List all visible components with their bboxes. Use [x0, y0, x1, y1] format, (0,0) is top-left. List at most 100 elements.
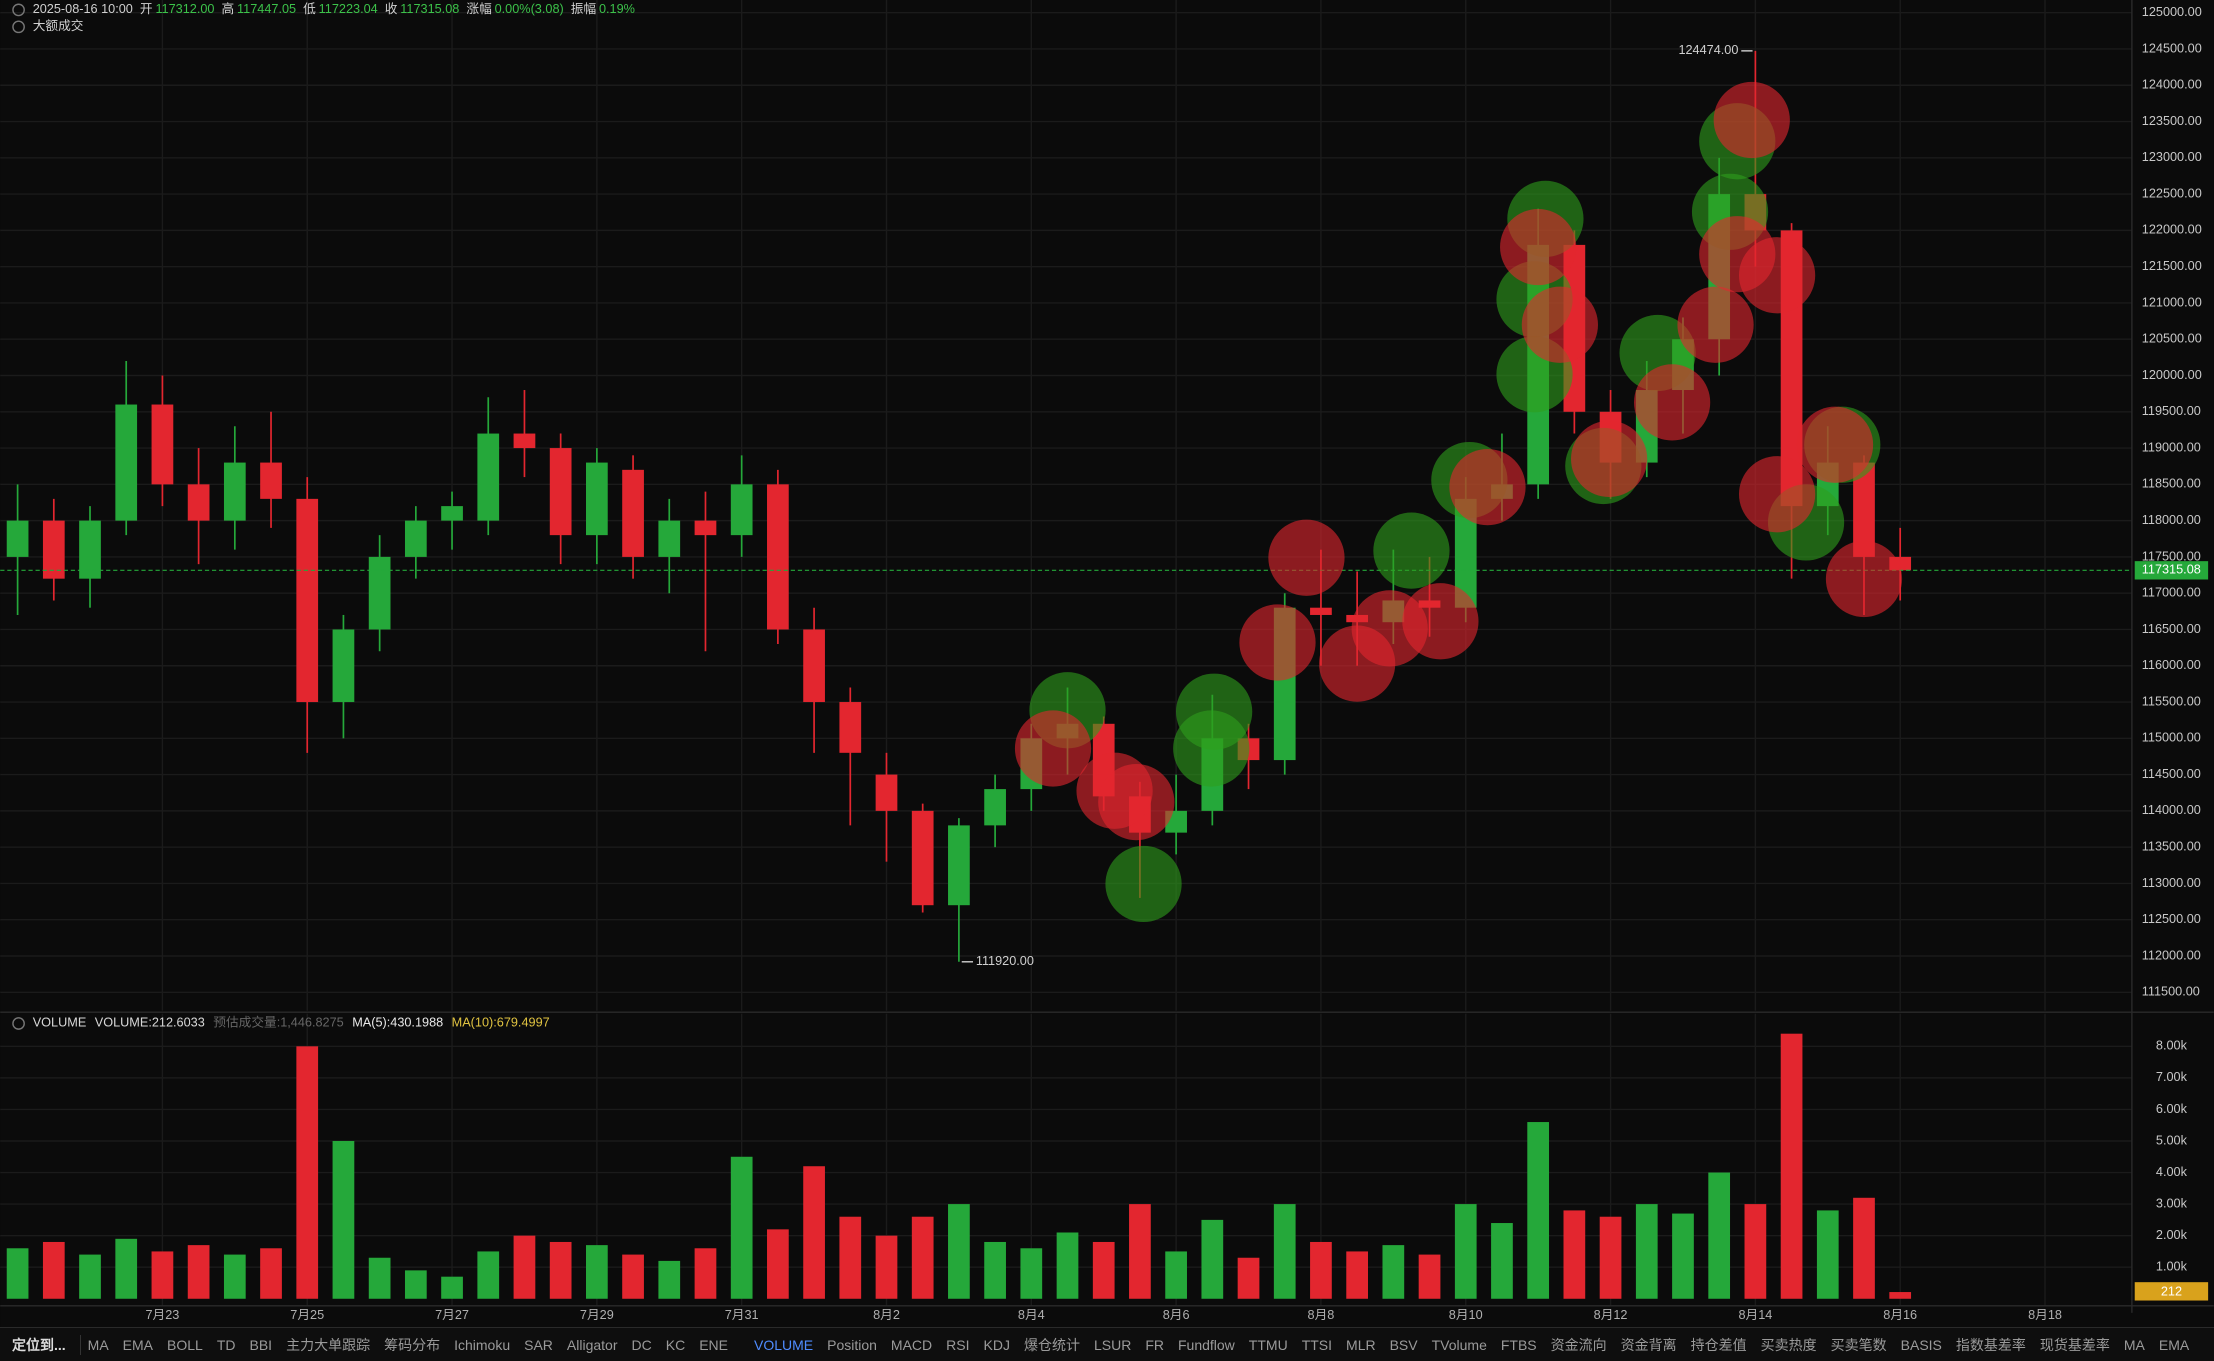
toolbar-item[interactable]: RSI: [946, 1336, 970, 1353]
toolbar-item[interactable]: TD: [216, 1336, 236, 1353]
candle-body: [730, 484, 753, 536]
toolbar-item[interactable]: MA: [87, 1336, 109, 1353]
annotation-label: 111920.00: [976, 954, 1034, 968]
volume-bar: [1310, 1241, 1332, 1299]
y-tick-label: 112000.00: [2142, 948, 2201, 962]
toolbar-item[interactable]: SAR: [524, 1336, 553, 1353]
marks: [0, 50, 2209, 1301]
volume-bar: [1635, 1204, 1658, 1299]
candle-body: [513, 433, 536, 449]
large-trade: [1500, 208, 1577, 286]
candle-body: [622, 469, 644, 557]
volume-bar: [1056, 1232, 1079, 1299]
header-text: 振幅: [571, 2, 597, 16]
volume-bar: [1853, 1197, 1875, 1299]
toolbar-item[interactable]: MACD: [890, 1336, 933, 1353]
volume-bar: [1599, 1216, 1622, 1299]
toolbar-item[interactable]: VOLUME: [753, 1336, 814, 1353]
volume-bar: [1273, 1204, 1296, 1299]
header-text: 0.19%: [599, 2, 635, 16]
header-text: 117315.08: [400, 2, 459, 16]
volume-bar: [586, 1245, 608, 1299]
header-text: 低: [303, 2, 316, 16]
volume-bar: [875, 1235, 898, 1299]
toolbar-item[interactable]: 对数: [2210, 1335, 2214, 1355]
volume-bar: [1454, 1204, 1477, 1299]
toolbar-item[interactable]: 筹码分布: [384, 1336, 441, 1353]
volume-bar: [42, 1241, 65, 1299]
toolbar-item[interactable]: EMA: [2158, 1336, 2190, 1353]
toolbar-item[interactable]: BBI: [249, 1336, 273, 1353]
volume-bar: [1708, 1172, 1731, 1299]
toolbar-item[interactable]: 主力大单跟踪: [286, 1336, 371, 1353]
toolbar-item[interactable]: 爆仓统计: [1023, 1336, 1080, 1353]
candle-body: [694, 520, 717, 536]
header-text: 预估成交量:1,446.8275: [213, 1015, 343, 1030]
large-trade: [1098, 763, 1175, 841]
y-tick-label: 123500.00: [2142, 114, 2202, 128]
candle-body: [6, 520, 29, 557]
toolbar-item[interactable]: TTSI: [1301, 1336, 1333, 1353]
y-tick-label: 117000.00: [2142, 586, 2201, 600]
volume-bar: [332, 1140, 355, 1299]
volume-bar: [622, 1254, 644, 1299]
volume-bar: [1382, 1245, 1405, 1299]
volume-bar: [803, 1166, 825, 1299]
toolbar-item[interactable]: TVolume: [1431, 1336, 1487, 1353]
toolbar-item[interactable]: Ichimoku: [454, 1336, 511, 1353]
candle-body: [586, 462, 608, 536]
toolbar-item[interactable]: BSV: [1389, 1336, 1418, 1353]
candle-body: [223, 462, 246, 521]
toolbar-item[interactable]: EMA: [122, 1336, 154, 1353]
toolbar-item[interactable]: Position: [827, 1336, 877, 1353]
header-text: 0.00%(3.08): [495, 2, 564, 16]
x-tick-label: 8月14: [1738, 1308, 1772, 1322]
volume-bar: [549, 1241, 572, 1299]
volume-bar: [223, 1254, 246, 1299]
toolbar-item[interactable]: Alligator: [566, 1336, 618, 1353]
y-tick-label: 118500.00: [2142, 477, 2201, 491]
toolbar-item[interactable]: 资金流向: [1550, 1336, 1607, 1353]
large-trade: [1105, 845, 1182, 923]
toolbar-item[interactable]: FTBS: [1500, 1336, 1537, 1353]
toolbar-item[interactable]: 现货基差率: [2039, 1336, 2110, 1353]
toolbar-item[interactable]: FR: [1145, 1336, 1164, 1353]
toolbar-item[interactable]: 买卖笔数: [1830, 1336, 1887, 1353]
volume-bar: [477, 1251, 500, 1299]
x-tick-label: 7月31: [725, 1308, 759, 1322]
toolbar-item[interactable]: MA: [2123, 1336, 2145, 1353]
toolbar-item[interactable]: 资金背离: [1620, 1336, 1677, 1353]
toolbar-item[interactable]: BOLL: [167, 1336, 203, 1353]
volume-bar: [1346, 1251, 1368, 1299]
toolbar-item[interactable]: 持仓差值: [1690, 1336, 1747, 1353]
volume-bar: [1418, 1254, 1441, 1299]
y-tick-label: 111500.00: [2142, 985, 2200, 999]
y-tick-label: 125000.00: [2142, 5, 2202, 19]
candle-body: [984, 789, 1006, 826]
toolbar-item[interactable]: KC: [665, 1336, 686, 1353]
toolbar-item[interactable]: Fundflow: [1177, 1336, 1235, 1353]
toolbar-item[interactable]: TTMU: [1248, 1336, 1288, 1353]
toolbar-item[interactable]: KDJ: [983, 1336, 1010, 1353]
candle-body: [115, 404, 138, 521]
header-text: MA(5):430.1988: [352, 1016, 443, 1030]
toolbar-item[interactable]: 定位到...: [0, 1334, 81, 1355]
large-trade: [1633, 364, 1711, 441]
candle-body: [187, 484, 210, 521]
toolbar-item[interactable]: 指数基差率: [1955, 1336, 2026, 1353]
collapse-icon: [12, 20, 25, 34]
toolbar-item[interactable]: ENE: [699, 1336, 728, 1353]
toolbar-item[interactable]: MLR: [1346, 1336, 1376, 1353]
candle-body: [658, 520, 681, 557]
toolbar-item[interactable]: LSUR: [1093, 1336, 1132, 1353]
toolbar-item[interactable]: BASIS: [1900, 1336, 1942, 1353]
candle-body: [875, 774, 898, 811]
x-tick-label: 8月16: [1883, 1308, 1917, 1322]
toolbar-item[interactable]: 买卖热度: [1760, 1336, 1817, 1353]
candle-body: [1853, 462, 1875, 557]
toolbar-item[interactable]: DC: [631, 1336, 652, 1353]
volume-bar: [368, 1257, 391, 1299]
y-tick-label: 119000.00: [2142, 440, 2201, 454]
header: 2025-08-16 10:00 开 117312.00 高 117447.05 低 117…: [33, 1, 635, 16]
candle-body: [1310, 607, 1332, 615]
